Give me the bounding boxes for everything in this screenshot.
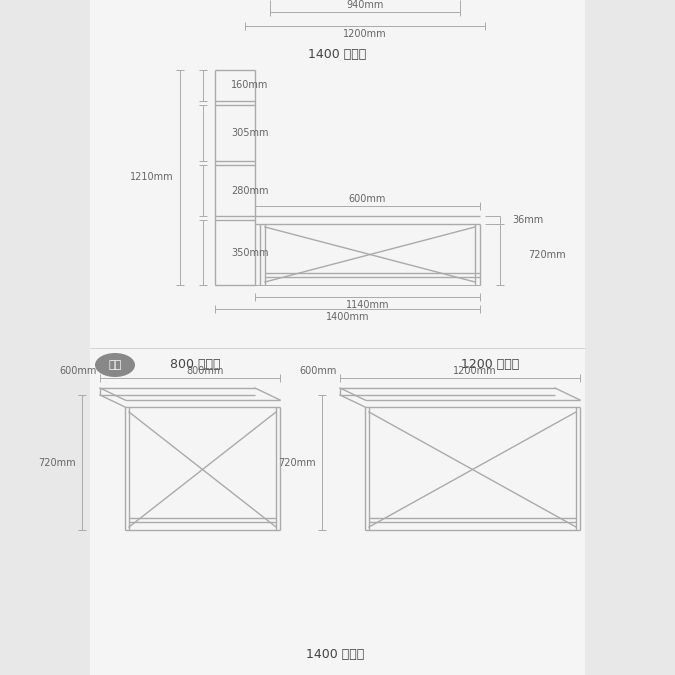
Text: 800 사이즈: 800 사이즈 — [169, 358, 220, 371]
Ellipse shape — [95, 353, 135, 377]
Text: 350mm: 350mm — [231, 248, 269, 257]
Text: 720mm: 720mm — [38, 458, 76, 468]
Text: 720mm: 720mm — [278, 458, 316, 468]
Text: 720mm: 720mm — [528, 250, 566, 259]
Text: 280mm: 280mm — [231, 186, 269, 196]
Text: 1200mm: 1200mm — [453, 366, 497, 376]
Text: 전체: 전체 — [109, 360, 121, 370]
Text: 160mm: 160mm — [231, 80, 269, 90]
Text: 1400mm: 1400mm — [326, 312, 369, 322]
Text: 600mm: 600mm — [349, 194, 386, 204]
Text: 600mm: 600mm — [59, 366, 97, 376]
Bar — [90, 0, 585, 675]
Text: 600mm: 600mm — [300, 366, 337, 376]
Text: 1200mm: 1200mm — [343, 29, 387, 39]
Text: 1400 사이즈: 1400 사이즈 — [308, 49, 366, 61]
Text: 1140mm: 1140mm — [346, 300, 389, 310]
Text: 1200 삠이즈: 1200 삠이즈 — [461, 358, 519, 371]
Text: 940mm: 940mm — [346, 0, 383, 10]
Text: 36mm: 36mm — [512, 215, 543, 225]
Text: 305mm: 305mm — [231, 128, 269, 138]
Text: 1400 사이즈: 1400 사이즈 — [306, 649, 364, 662]
Text: 1210mm: 1210mm — [130, 173, 174, 182]
Text: 800mm: 800mm — [186, 366, 223, 376]
